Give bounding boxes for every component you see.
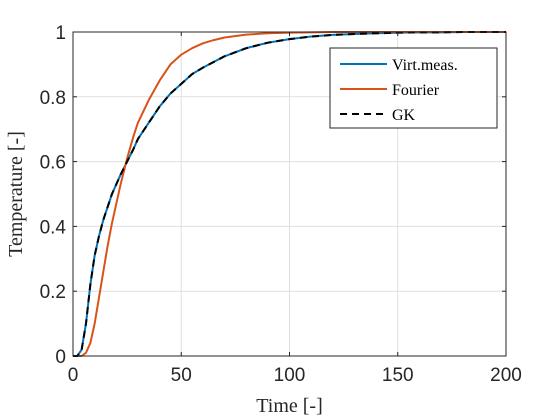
y-tick-label: 0.2 xyxy=(40,282,66,303)
legend: Virt.meas. Fourier GK xyxy=(329,47,498,129)
legend-label-3: GK xyxy=(392,107,416,124)
x-tick-label: 150 xyxy=(382,365,414,386)
y-tick-label: 0.8 xyxy=(40,88,66,109)
series-line-3 xyxy=(73,31,506,357)
x-tick-label: 0 xyxy=(68,365,79,386)
x-axis-label: Time [-] xyxy=(256,395,322,417)
x-tick-label: 100 xyxy=(274,365,306,386)
y-tick-label: 1 xyxy=(55,23,66,44)
ticks: 0 50 100 150 200 0 0.2 0.4 0.6 0.8 1 xyxy=(40,23,522,386)
y-tick-label: 0 xyxy=(55,347,66,368)
legend-label-1: Virt.meas. xyxy=(392,57,458,74)
x-tick-label: 200 xyxy=(490,365,522,386)
y-tick-label: 0.4 xyxy=(40,217,67,238)
x-tick-label: 50 xyxy=(171,365,192,386)
y-axis-label: Temperature [-] xyxy=(5,131,27,257)
y-tick-label: 0.6 xyxy=(40,153,66,174)
legend-label-2: Fourier xyxy=(392,82,440,99)
